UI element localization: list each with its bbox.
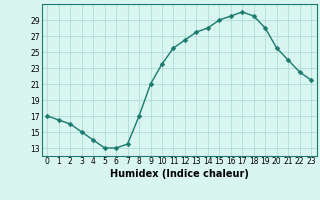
X-axis label: Humidex (Indice chaleur): Humidex (Indice chaleur) (110, 169, 249, 179)
